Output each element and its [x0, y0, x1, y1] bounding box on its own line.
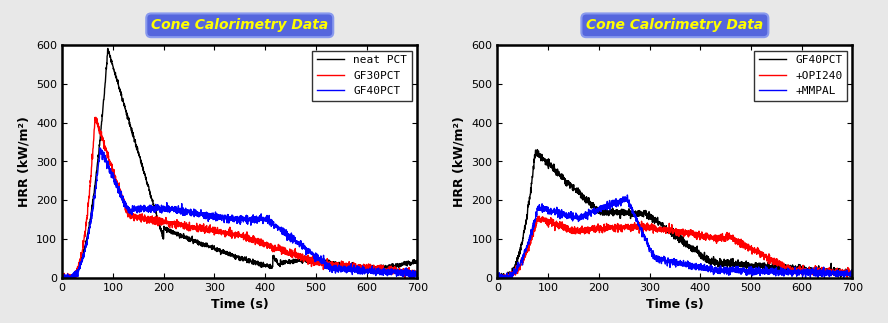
GF30PCT — [412, 270, 423, 274]
GF40PCT — [492, 276, 503, 280]
Line: GF40PCT: GF40PCT — [497, 150, 852, 278]
neat PCT — [57, 274, 67, 278]
GF30PCT — [402, 270, 413, 274]
GF40PCT — [772, 265, 782, 269]
Text: Cone Calorimetry Data: Cone Calorimetry Data — [586, 18, 764, 32]
+MMPAL — [847, 271, 858, 275]
GF30PCT — [337, 262, 347, 266]
GF40PCT — [337, 267, 347, 271]
Line: GF30PCT: GF30PCT — [62, 117, 417, 278]
+OPI240 — [837, 267, 848, 271]
GF40PCT — [230, 215, 241, 219]
+OPI240 — [511, 268, 521, 272]
GF40PCT — [837, 268, 848, 272]
GF40PCT — [220, 214, 231, 218]
+MMPAL — [836, 270, 847, 274]
neat PCT — [57, 276, 67, 280]
+MMPAL — [510, 268, 520, 272]
X-axis label: Time (s): Time (s) — [646, 298, 704, 311]
GF40PCT — [402, 272, 413, 276]
GF40PCT — [511, 264, 521, 267]
+MMPAL — [622, 193, 632, 197]
neat PCT — [102, 47, 113, 50]
+MMPAL — [665, 260, 676, 264]
+OPI240 — [665, 228, 676, 232]
Y-axis label: HRR (kW/m²): HRR (kW/m²) — [18, 116, 30, 207]
GF40PCT — [665, 231, 676, 235]
+MMPAL — [772, 269, 782, 273]
GF40PCT — [492, 276, 503, 280]
+OPI240 — [847, 276, 858, 280]
neat PCT — [230, 253, 241, 256]
GF40PCT — [75, 262, 86, 266]
GF30PCT — [91, 115, 101, 119]
GF40PCT — [655, 222, 666, 226]
GF30PCT — [401, 266, 412, 270]
neat PCT — [337, 262, 347, 266]
Y-axis label: HRR (kW/m²): HRR (kW/m²) — [453, 116, 465, 207]
+MMPAL — [655, 256, 666, 260]
neat PCT — [220, 252, 231, 255]
GF40PCT — [837, 273, 848, 277]
Line: neat PCT: neat PCT — [62, 48, 417, 278]
neat PCT — [402, 260, 413, 264]
+MMPAL — [837, 274, 848, 278]
Legend: GF40PCT, +OPI240, +MMPAL: GF40PCT, +OPI240, +MMPAL — [754, 51, 847, 101]
Line: +OPI240: +OPI240 — [497, 216, 852, 278]
+OPI240 — [837, 273, 848, 277]
GF40PCT — [402, 273, 413, 277]
+OPI240 — [492, 275, 503, 279]
+OPI240 — [772, 264, 782, 268]
GF30PCT — [75, 260, 85, 264]
GF30PCT — [220, 231, 231, 235]
GF40PCT — [847, 276, 858, 279]
GF40PCT — [532, 148, 543, 151]
GF30PCT — [57, 276, 67, 280]
+MMPAL — [492, 276, 503, 280]
GF40PCT — [412, 272, 423, 276]
Legend: neat PCT, GF30PCT, GF40PCT: neat PCT, GF30PCT, GF40PCT — [313, 51, 412, 101]
neat PCT — [75, 261, 86, 265]
X-axis label: Time (s): Time (s) — [210, 298, 269, 311]
+OPI240 — [534, 214, 544, 218]
neat PCT — [412, 258, 423, 262]
GF40PCT — [57, 272, 67, 276]
GF40PCT — [95, 146, 106, 150]
+OPI240 — [492, 276, 503, 280]
GF40PCT — [58, 276, 68, 280]
neat PCT — [402, 264, 413, 268]
+OPI240 — [655, 229, 666, 233]
Line: +MMPAL: +MMPAL — [497, 195, 852, 278]
Line: GF40PCT: GF40PCT — [62, 148, 417, 278]
Text: Cone Calorimetry Data: Cone Calorimetry Data — [151, 18, 329, 32]
GF30PCT — [230, 231, 241, 235]
